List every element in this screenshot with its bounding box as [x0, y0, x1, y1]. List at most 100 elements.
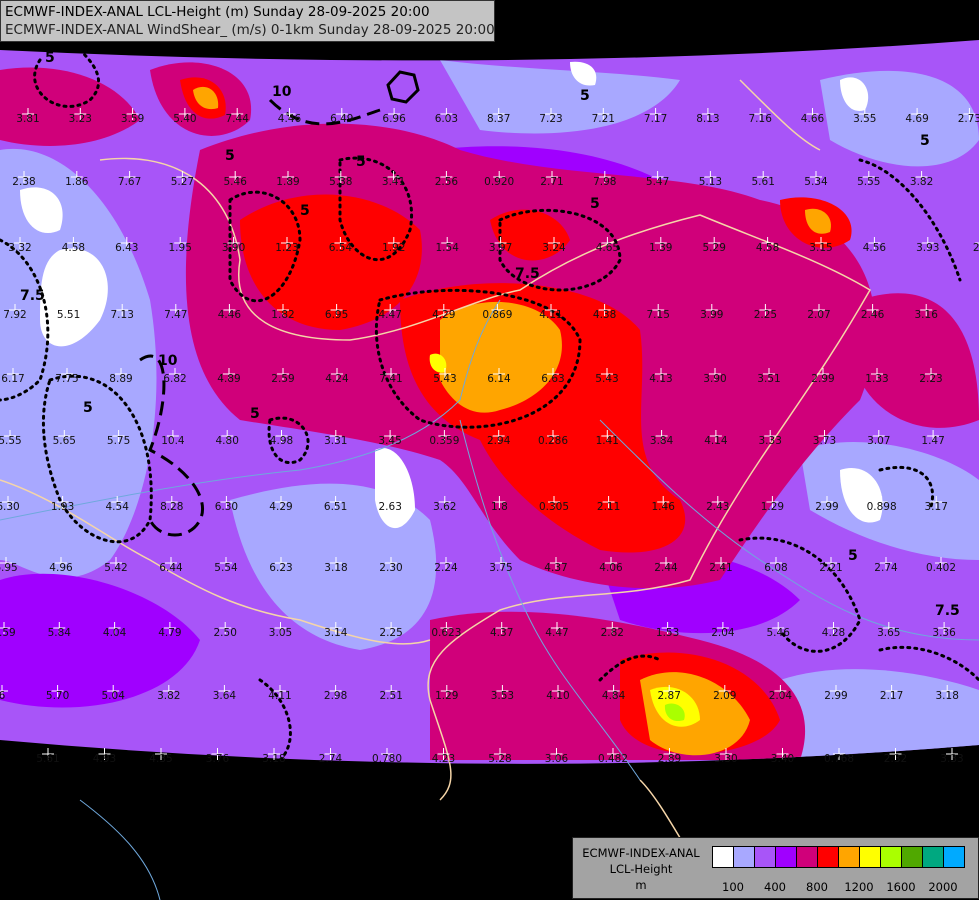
- grid-value: 5.55: [857, 176, 880, 188]
- rivers: [0, 299, 979, 900]
- grid-point-marker: [827, 622, 840, 634]
- grid-value: 1.46: [652, 501, 676, 513]
- contour-label: 7.5: [515, 266, 540, 282]
- grid-value: 7.16: [749, 113, 773, 125]
- grid-value: 1.53: [656, 627, 679, 639]
- grid-point-marker: [830, 685, 842, 697]
- grid-value: 1.23: [275, 242, 298, 254]
- grid-point-marker: [754, 108, 767, 120]
- grid-point-marker: [385, 557, 397, 569]
- grid-value: 1.86: [65, 176, 89, 188]
- grid-value: 6.08: [764, 562, 787, 574]
- grid-value: 3.53: [491, 690, 514, 702]
- grid-point-marker: [598, 304, 611, 316]
- grid-value: 0.869: [482, 309, 512, 321]
- grid-value: 6.54: [329, 242, 353, 254]
- legend-swatch: [755, 847, 776, 867]
- grid-point-marker: [169, 304, 182, 316]
- grid-point-marker: [42, 748, 54, 760]
- grid-value: 3.59: [121, 113, 144, 125]
- grid-point-marker: [274, 622, 287, 634]
- contour-label: 5: [300, 203, 310, 219]
- grid-value: 5.75: [107, 435, 130, 447]
- grid-value: 6.51: [324, 501, 347, 513]
- grid-value: 6.44: [159, 562, 183, 574]
- grid-value: 2.25: [754, 309, 777, 321]
- grid-value: 0.305: [539, 501, 569, 513]
- grid-point-marker: [715, 557, 727, 569]
- grid-value: 2.23: [919, 373, 942, 385]
- grid-value: 4.11: [539, 309, 562, 321]
- legend-tick-label: 800: [806, 880, 828, 894]
- grid-point-marker: [58, 430, 71, 442]
- grid-value: 2.56: [435, 176, 459, 188]
- grid-value: 1.92: [382, 242, 405, 254]
- grid-value: 3.64: [213, 690, 237, 702]
- grid-value: 3.51: [757, 373, 780, 385]
- grid-value: 2.98: [324, 690, 347, 702]
- grid-value: 3.18: [262, 753, 285, 765]
- grid-value: 2.30: [379, 562, 402, 574]
- grid-point-marker: [123, 171, 136, 183]
- grid-point-marker: [597, 108, 610, 120]
- grid-value: 1.39: [649, 242, 672, 254]
- grid-value: 6.95: [0, 562, 18, 574]
- grid-point-marker: [440, 171, 453, 183]
- grid-value: 5.61: [752, 176, 775, 188]
- grid-value: 0.920: [484, 176, 514, 188]
- grid-point-marker: [229, 171, 242, 183]
- grid-value: 5.54: [214, 562, 238, 574]
- grid-value: 2.24: [434, 562, 458, 574]
- grid-value: 5.28: [488, 753, 511, 765]
- grid-value: 6.96: [382, 113, 406, 125]
- grid-point-marker: [165, 557, 177, 569]
- legend-swatch: [713, 847, 734, 867]
- grid-value: 4.46: [278, 113, 302, 125]
- grid-point-marker: [0, 622, 10, 634]
- grid-point-marker: [126, 108, 139, 120]
- grid-value: 6: [0, 690, 6, 702]
- grid-point-marker: [761, 237, 774, 249]
- grid-value: 7.67: [118, 176, 141, 188]
- grid-point-marker: [602, 496, 615, 508]
- grid-point-marker: [438, 496, 451, 508]
- grid-value: 5.70: [46, 690, 69, 702]
- grid-value: 3.36: [932, 627, 956, 639]
- grid-value: 5.04: [102, 690, 126, 702]
- grid-value: 3.07: [867, 435, 890, 447]
- grid-value: 0.359: [429, 435, 459, 447]
- legend-swatch: [797, 847, 818, 867]
- grid-point-marker: [495, 622, 508, 634]
- grid-point-marker: [701, 108, 714, 120]
- grid-point-marker: [385, 368, 397, 380]
- grid-value: 6.63: [541, 373, 564, 385]
- grid-point-marker: [387, 237, 400, 249]
- grid-point-marker: [880, 557, 892, 569]
- grid-point-marker: [709, 368, 721, 380]
- legend-swatch: [734, 847, 755, 867]
- grid-value: 7.92: [3, 309, 26, 321]
- contour-label: 10: [158, 353, 178, 369]
- grid-value: 3.97: [489, 242, 512, 254]
- grid-point-marker: [605, 557, 617, 569]
- grid-point-marker: [821, 496, 833, 508]
- grid-point-marker: [4, 430, 16, 442]
- grid-value: 3.59: [0, 627, 16, 639]
- color-legend: ECMWF-INDEX-ANAL LCL-Height m 100 400 800 1…: [572, 837, 979, 899]
- grid-value: 6.14: [487, 373, 511, 385]
- grid-value: 4.66: [801, 113, 825, 125]
- grid-value: 7.17: [644, 113, 667, 125]
- contour-label: 5: [45, 50, 55, 66]
- grid-value: 2.99: [811, 373, 834, 385]
- grid-point-marker: [601, 368, 613, 380]
- legend-swatch: [839, 847, 860, 867]
- grid-value: 5.51: [57, 309, 80, 321]
- grid-value: 4.28: [822, 627, 845, 639]
- grid-point-marker: [862, 171, 875, 183]
- grid-point-marker: [718, 685, 731, 697]
- grid-point-marker: [720, 748, 732, 760]
- legend-tick-label: 2000: [928, 880, 958, 894]
- grid-value: 2.71: [540, 176, 563, 188]
- grid-value: 2.73: [958, 113, 979, 125]
